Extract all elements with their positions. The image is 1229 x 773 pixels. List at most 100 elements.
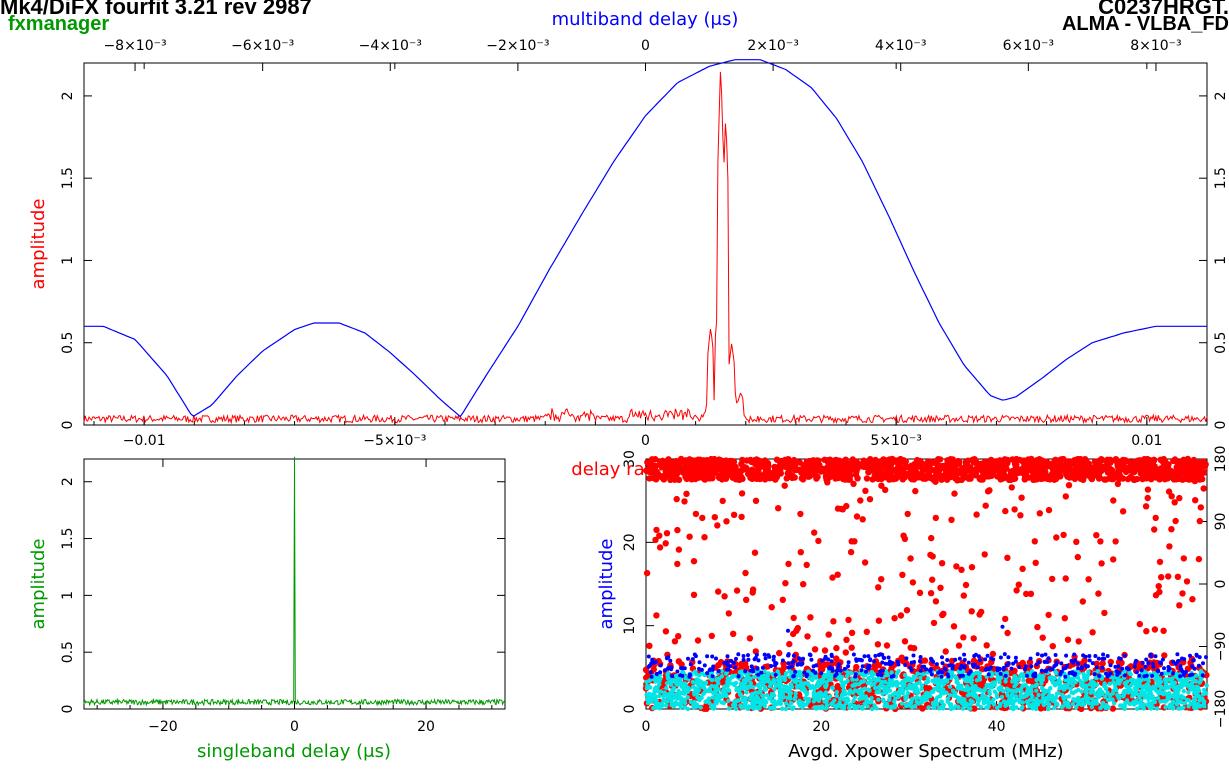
amplitude-fill-point	[670, 691, 675, 696]
amplitude-point	[795, 662, 800, 667]
amplitude-point	[1028, 656, 1033, 661]
amplitude-fill-point	[888, 705, 893, 710]
phase-point	[1089, 629, 1096, 636]
amplitude-point	[1090, 661, 1095, 666]
main-plot-ticks: −0.01 −5×10⁻³ 0 5×10⁻³ 0.01−8×10⁻³ −6×10⁻³ −4×…	[60, 38, 1229, 449]
amplitude-fill-point	[748, 684, 753, 689]
amplitude-fill-point	[766, 671, 771, 676]
amplitude-fill-point	[842, 688, 847, 694]
amplitude-fill-point	[948, 706, 954, 712]
phase-point	[1061, 615, 1069, 622]
amplitude-fill-point	[887, 683, 892, 688]
amplitude-point	[929, 672, 934, 677]
amplitude-fill-point	[1127, 701, 1133, 707]
phase-point	[1092, 462, 1100, 470]
phase-point	[948, 516, 955, 523]
amplitude-fill-point	[930, 701, 936, 706]
amplitude-point	[714, 656, 718, 661]
amplitude-fill-point	[814, 697, 819, 702]
amplitude-fill-point	[1185, 677, 1191, 682]
phase-point	[984, 473, 991, 480]
amplitude-point	[1002, 652, 1007, 657]
amplitude-point	[800, 661, 805, 666]
amplitude-point	[755, 666, 760, 671]
amplitude-fill-point	[895, 681, 900, 686]
amplitude-fill-point	[1066, 678, 1071, 684]
amplitude-fill-point	[1153, 687, 1158, 692]
amplitude-fill-point	[660, 703, 665, 708]
amplitude-fill-point	[1033, 706, 1039, 712]
phase-point	[730, 630, 737, 637]
amplitude-fill-point	[843, 692, 848, 697]
amplitude-point	[786, 665, 791, 670]
xp-y-tick-label: 30	[622, 450, 638, 468]
amplitude-point	[823, 654, 828, 659]
amplitude-fill-point	[939, 686, 944, 691]
phase-point	[929, 459, 937, 466]
phase-point	[790, 457, 797, 465]
phase-point	[731, 471, 739, 478]
amplitude-point	[1133, 660, 1138, 665]
amplitude-point	[873, 653, 878, 658]
phase-point	[771, 463, 778, 471]
amplitude-fill-point	[800, 685, 805, 690]
amplitude-point	[1159, 671, 1164, 676]
amplitude-fill-point	[679, 698, 684, 703]
amplitude-fill-point	[1050, 693, 1055, 699]
amplitude-fill-point	[657, 693, 662, 699]
amplitude-fill-point	[1192, 705, 1198, 711]
phase-point	[1093, 660, 1100, 667]
amplitude-fill-point	[804, 702, 809, 707]
amplitude-fill-point	[839, 675, 844, 680]
amplitude-fill-point	[1163, 680, 1168, 685]
phase-point	[880, 456, 887, 463]
amplitude-fill-point	[1198, 676, 1204, 681]
phase-point	[1071, 467, 1078, 474]
amplitude-point	[679, 666, 684, 671]
phase-point	[653, 526, 660, 534]
amplitude-fill-point	[648, 695, 653, 701]
xp-x-tick-label: 20	[812, 719, 830, 735]
phase-point	[914, 456, 921, 464]
amplitude-fill-point	[1112, 682, 1118, 688]
phase-point	[807, 463, 814, 471]
phase-point	[1115, 465, 1122, 473]
amplitude-point	[670, 674, 675, 679]
phase-point	[907, 474, 915, 482]
amplitude-fill-point	[851, 698, 856, 704]
amplitude-point	[1175, 652, 1180, 657]
amplitude-fill-point	[802, 681, 807, 686]
amplitude-fill-point	[1019, 686, 1024, 691]
amplitude-point	[934, 662, 939, 667]
phase-point	[1062, 493, 1070, 500]
phase-point	[859, 516, 866, 523]
main-x2-tick-label: 6×10⁻³	[1003, 38, 1054, 54]
phase-point	[695, 456, 702, 463]
amplitude-point	[1079, 666, 1084, 671]
amplitude-fill-points	[644, 668, 1209, 712]
amplitude-fill-point	[1165, 692, 1171, 697]
amplitude-fill-point	[1199, 697, 1205, 702]
baseline-label: ALMA - VLBA_FD	[1062, 13, 1229, 35]
amplitude-point	[741, 657, 746, 662]
amplitude-fill-point	[1189, 680, 1195, 686]
phase-point	[826, 456, 834, 463]
phase-point	[722, 475, 730, 482]
amplitude-point	[829, 654, 834, 659]
amplitude-point	[699, 667, 704, 672]
amplitude-point	[904, 656, 909, 661]
sb-x-tick-label: 0	[290, 719, 299, 735]
amplitude-point	[889, 674, 894, 679]
phase-point	[670, 471, 677, 479]
phase-point	[853, 513, 861, 520]
amplitude-fill-point	[1192, 690, 1197, 696]
amplitude-fill-point	[1044, 700, 1049, 705]
amplitude-point	[846, 664, 851, 669]
amplitude-point	[697, 660, 702, 665]
amplitude-fill-point	[667, 679, 672, 684]
phase-point	[780, 463, 787, 470]
amplitude-fill-point	[995, 676, 1001, 682]
amplitude-fill-point	[748, 697, 753, 702]
amplitude-point	[878, 669, 883, 674]
amplitude-fill-point	[661, 697, 666, 702]
